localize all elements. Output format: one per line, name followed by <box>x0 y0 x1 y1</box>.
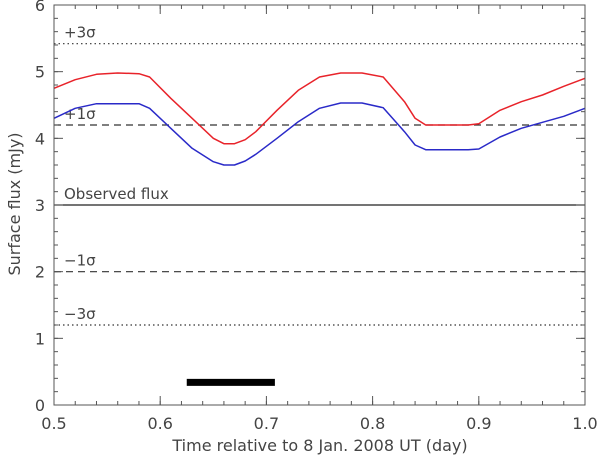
x-tick-label-1: 0.6 <box>147 414 172 433</box>
series-line-0 <box>53 72 586 145</box>
series-lines <box>53 72 586 166</box>
x-tick-label-4: 0.9 <box>466 414 491 433</box>
ticks <box>53 4 586 406</box>
reference-label-2: Observed flux <box>64 185 169 203</box>
y-tick-label-0: 0 <box>35 396 45 415</box>
x-axis-title: Time relative to 8 Jan. 2008 UT (day) <box>171 436 467 455</box>
x-tick-label-2: 0.7 <box>254 414 279 433</box>
y-tick-label-5: 5 <box>35 63 45 82</box>
x-tick-label-0: 0.5 <box>41 414 66 433</box>
y-axis-title: Surface flux (mJy) <box>5 132 24 275</box>
y-tick-label-2: 2 <box>35 263 45 282</box>
y-tick-label-1: 1 <box>35 329 45 348</box>
series-line-1 <box>53 102 586 166</box>
y-tick-label-6: 6 <box>35 0 45 15</box>
reference-label-0: +3σ <box>64 24 96 42</box>
y-tick-label-3: 3 <box>35 196 45 215</box>
x-tick-label-3: 0.8 <box>360 414 385 433</box>
reference-label-4: −3σ <box>64 305 96 323</box>
reference-label-3: −1σ <box>64 252 96 270</box>
tick-labels: 0.5 0.6 0.7 0.8 0.9 1.0 0 1 2 3 4 5 6 <box>35 0 598 433</box>
y-tick-label-4: 4 <box>35 129 45 148</box>
x-tick-label-5: 1.0 <box>572 414 597 433</box>
